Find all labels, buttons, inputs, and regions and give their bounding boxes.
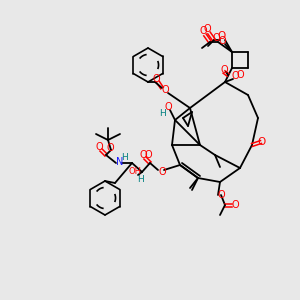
Text: O: O xyxy=(161,85,169,95)
Text: O: O xyxy=(231,200,239,210)
Text: O: O xyxy=(258,137,266,147)
Text: O: O xyxy=(139,150,147,160)
Text: O: O xyxy=(152,74,160,84)
Text: O: O xyxy=(164,102,172,112)
Text: O: O xyxy=(218,31,226,41)
Text: H: H xyxy=(121,152,128,161)
Text: N: N xyxy=(116,157,124,167)
Text: H: H xyxy=(138,176,144,184)
Text: O: O xyxy=(95,142,103,152)
Text: O: O xyxy=(218,36,226,46)
Text: O: O xyxy=(158,167,166,177)
Text: O: O xyxy=(106,143,114,153)
Text: O: O xyxy=(217,190,225,200)
Text: H: H xyxy=(160,109,167,118)
Text: OH: OH xyxy=(128,167,142,176)
Text: O: O xyxy=(144,150,152,160)
Text: O: O xyxy=(231,71,239,81)
Text: O: O xyxy=(212,33,220,43)
Text: O: O xyxy=(203,24,211,34)
Text: O: O xyxy=(220,65,228,75)
Text: O: O xyxy=(199,26,207,36)
Text: O: O xyxy=(236,70,244,80)
